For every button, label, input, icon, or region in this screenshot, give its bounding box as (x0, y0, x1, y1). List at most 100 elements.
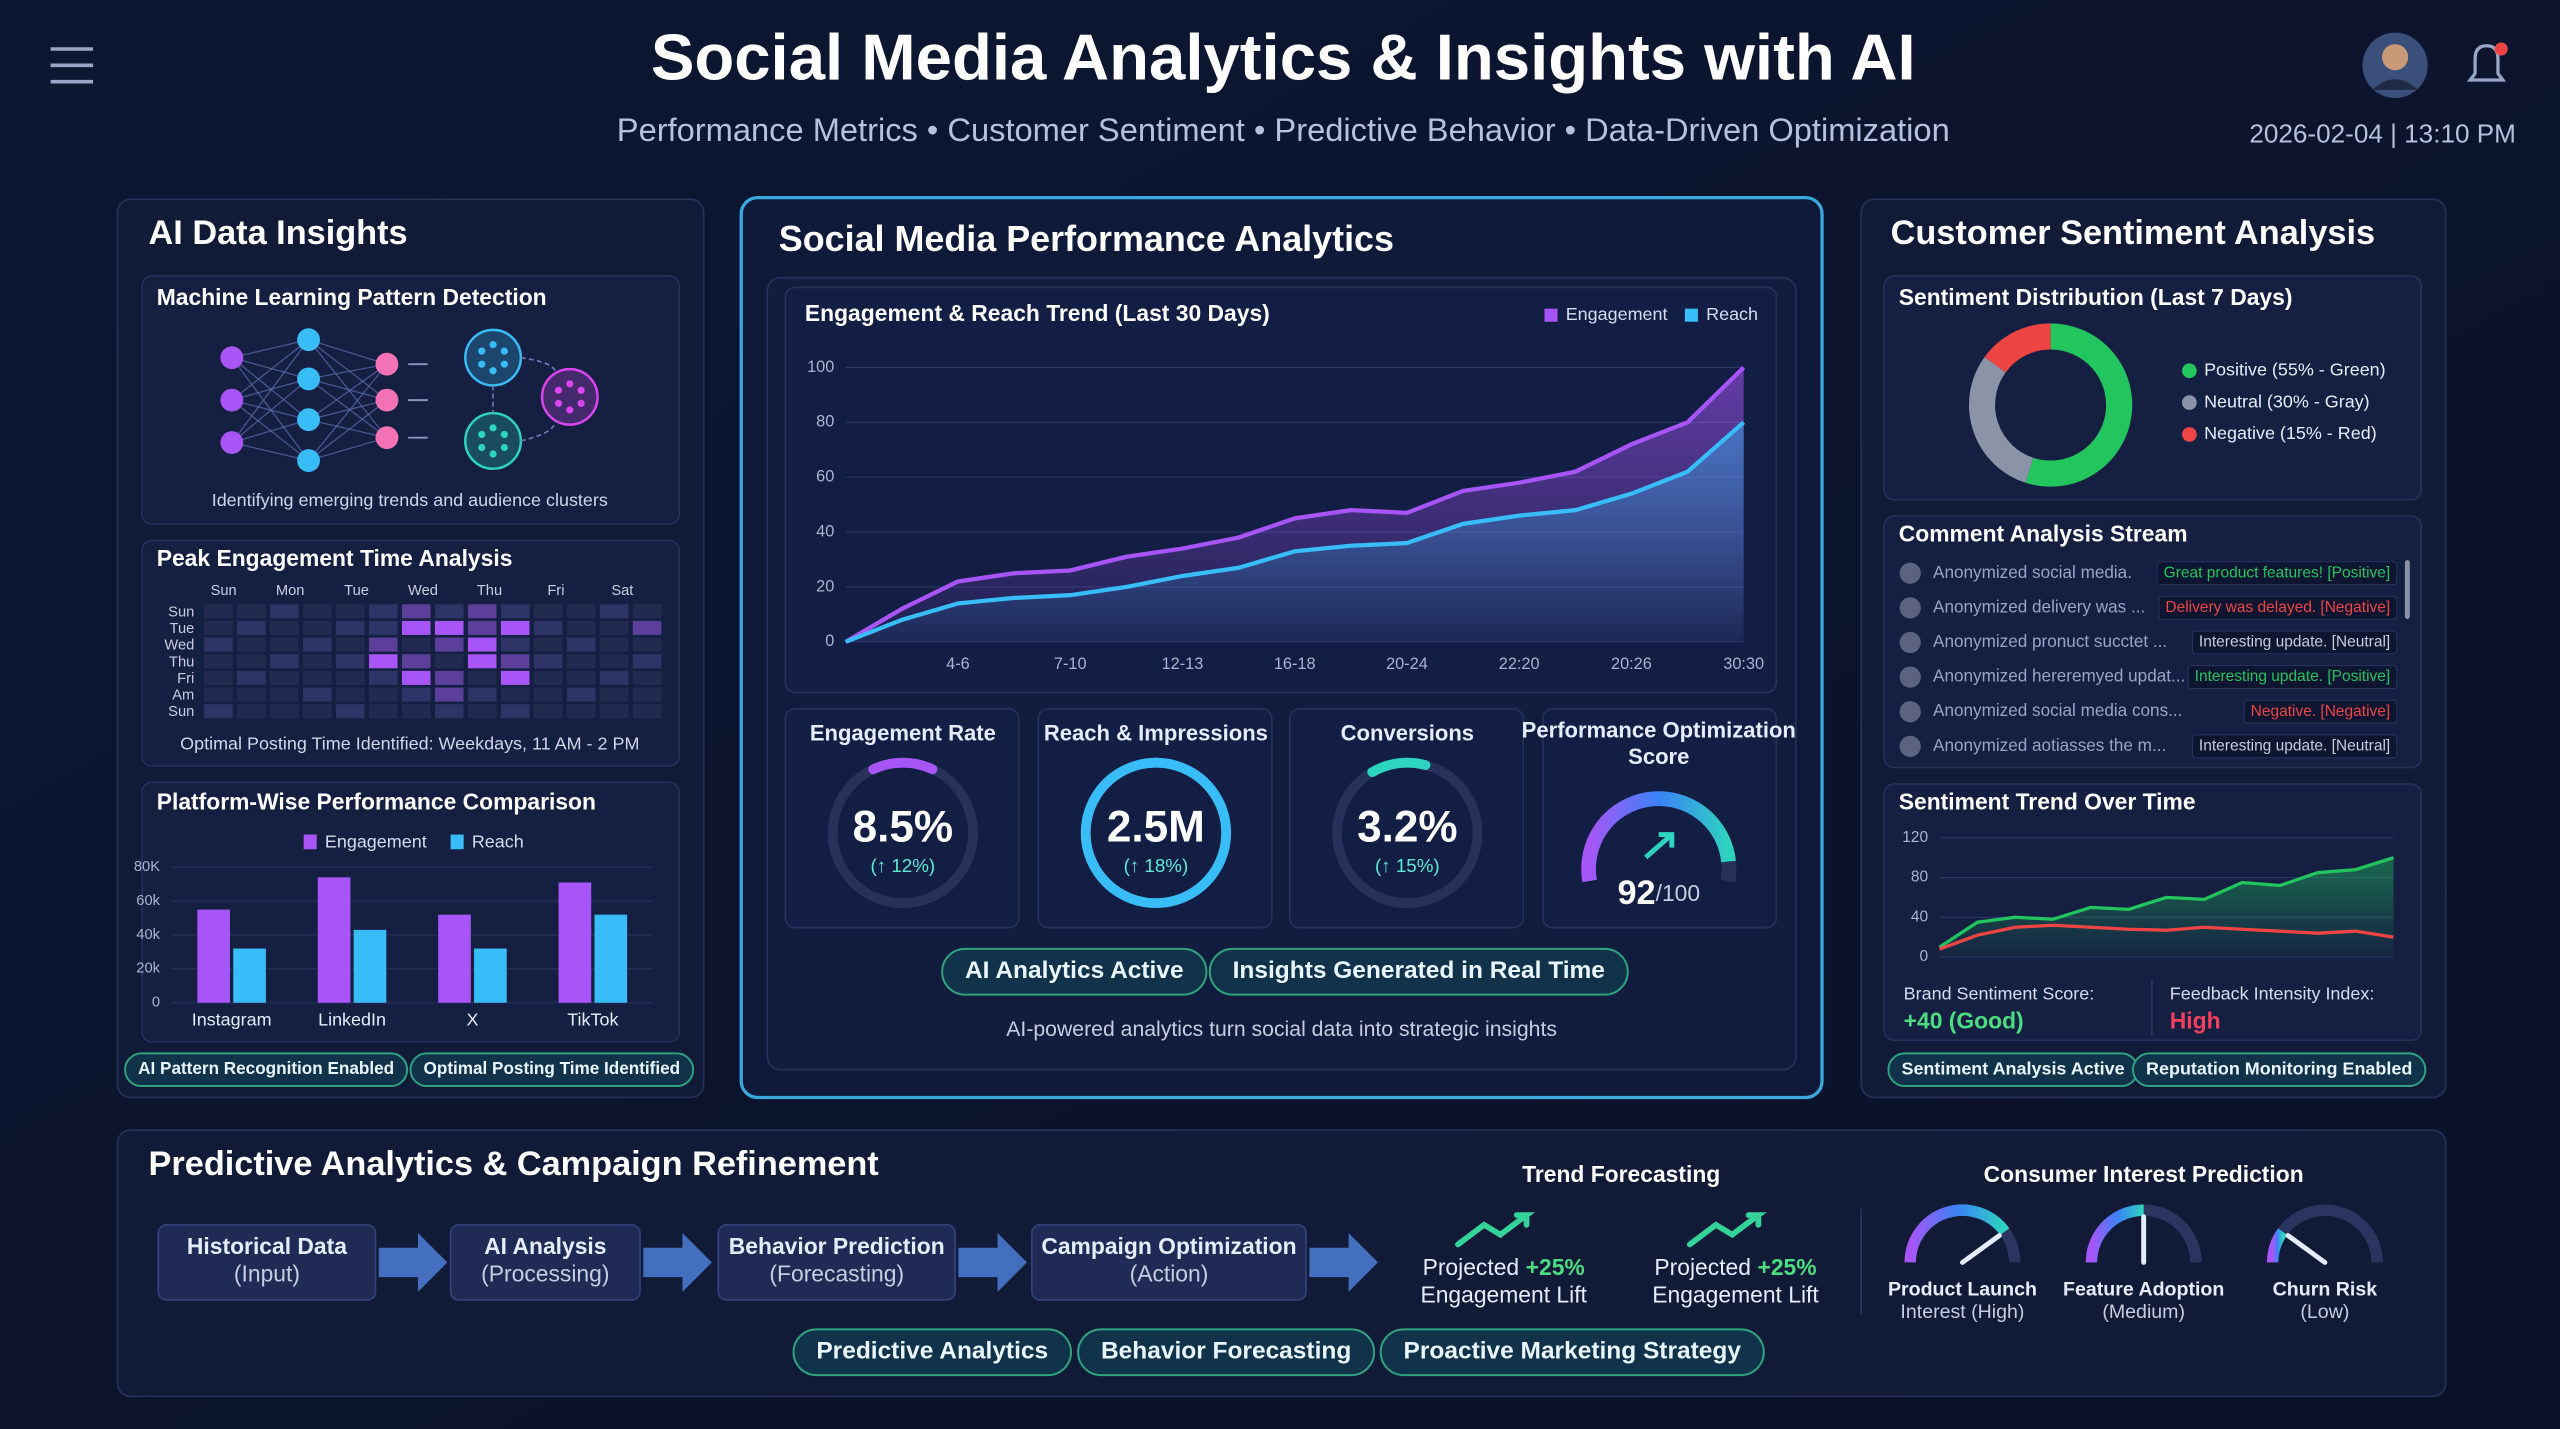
legend-swatch (1684, 308, 1698, 322)
y-tick-label: 60 (816, 468, 834, 486)
gauge-label: Feature Adoption (2063, 1278, 2224, 1300)
kpi-change: (↑ 12%) (871, 855, 936, 876)
heat-cell (237, 620, 266, 635)
card-caption: Optimal Posting Time Identified: Weekday… (180, 733, 639, 753)
network-edge (308, 399, 388, 462)
heat-cell (599, 604, 629, 619)
heat-cell (303, 670, 332, 685)
heat-cell (368, 654, 398, 669)
cluster-dot (577, 399, 585, 407)
notification-bell[interactable] (2466, 42, 2508, 82)
menu-icon[interactable] (50, 47, 94, 84)
gauge-needle (1960, 1233, 2002, 1265)
kpi-ring-accent (868, 757, 938, 775)
comment-tag: Interesting update. [Neutral] (2199, 634, 2390, 651)
heat-cell (632, 704, 662, 719)
heat-cell (401, 670, 431, 685)
heat-cell (566, 637, 596, 652)
card-title: Sentiment Trend Over Time (1899, 789, 2196, 815)
heat-cell (467, 637, 497, 652)
comment-text: Anonymized hereremyed updat... (1933, 666, 2185, 686)
heat-cell (632, 637, 662, 652)
heat-cell (533, 687, 563, 702)
badge: Insights Generated in Real Time (1208, 947, 1629, 996)
bar (353, 929, 387, 1003)
heat-cell (237, 704, 266, 719)
badge: Optimal Posting Time Identified (409, 1052, 695, 1088)
forecast-sub: Engagement Lift (1420, 1282, 1587, 1308)
panel-title: Customer Sentiment Analysis (1891, 214, 2375, 252)
comment-tag-bg (2187, 665, 2398, 690)
comment-avatar (1899, 701, 1921, 723)
heat-cell (467, 687, 497, 702)
bar (558, 882, 592, 1003)
heat-cell (599, 637, 629, 652)
heat-cell (533, 654, 563, 669)
y-tick-label: 80 (816, 413, 834, 431)
step-sub: (Input) (234, 1261, 300, 1287)
page-title: Social Media Analytics & Insights with A… (651, 20, 1916, 93)
kpi-value: 2.5M (1107, 802, 1205, 851)
network-edge (308, 363, 388, 461)
panel-title: Predictive Analytics & Campaign Refineme… (149, 1145, 879, 1183)
heat-cell (303, 654, 332, 669)
line (844, 420, 1746, 644)
heat-cell (533, 604, 563, 619)
legend-swatch (450, 834, 464, 850)
heat-cell (566, 620, 596, 635)
network-edge (231, 378, 309, 444)
step-title: AI Analysis (484, 1233, 606, 1259)
comment-tag-bg (2191, 734, 2398, 759)
cluster-link (492, 356, 556, 442)
bar (438, 914, 471, 1003)
kpi-value: 8.5% (853, 802, 953, 851)
step-sub: (Processing) (481, 1261, 609, 1287)
forecast-text: Projected (1654, 1254, 1751, 1280)
kpi-label: Conversions (1341, 721, 1474, 746)
day-label: Wed (408, 583, 438, 599)
heat-cell (336, 620, 365, 635)
comment-avatar (1899, 597, 1921, 619)
heat-cell (533, 704, 563, 719)
heat-cell (599, 704, 629, 719)
badge: Sentiment Analysis Active (1887, 1052, 2139, 1088)
flow-arrow (378, 1233, 448, 1292)
heat-cell (500, 604, 530, 619)
network-edge (231, 357, 309, 421)
x-tick-label: 30:30 (1723, 655, 1764, 673)
network-edge (308, 378, 388, 401)
comment-tag: Interesting update. [Positive] (2195, 668, 2391, 685)
kpi-value: 3.2% (1357, 802, 1457, 851)
score-number: 92 (1617, 874, 1655, 912)
heat-cell (336, 637, 365, 652)
comment-tag-bg (2156, 561, 2398, 586)
heat-cell (599, 620, 629, 635)
comment-text: Anonymized pronuct succtet ... (1933, 631, 2167, 651)
avatar[interactable] (2362, 32, 2428, 98)
cluster-dot (554, 386, 563, 394)
network-node (375, 426, 399, 450)
badge-bg (1077, 1328, 1376, 1377)
step-sub: (Action) (1130, 1261, 1209, 1287)
heat-cell (500, 670, 530, 685)
forecast-line: Projected +25% (1654, 1254, 1816, 1280)
y-tick-label: 0 (152, 995, 160, 1011)
x-tick-label: 16-18 (1274, 655, 1316, 673)
row-label: Sun (168, 704, 194, 720)
gauge-value (1904, 1204, 2010, 1263)
heat-cell (599, 670, 629, 685)
heat-cell (368, 637, 398, 652)
heat-cell (632, 604, 662, 619)
heat-cell (368, 604, 398, 619)
heat-cell (566, 704, 596, 719)
badge: AI Analytics Active (941, 947, 1208, 996)
heat-cell (467, 620, 497, 635)
forecast-value: +25% (1758, 1254, 1817, 1280)
y-tick-label: 80 (1911, 869, 1929, 886)
heat-cell (500, 687, 530, 702)
comment-avatar (1899, 735, 1921, 757)
row-label: Wed (164, 638, 194, 654)
heat-cell (368, 670, 398, 685)
network-edge (308, 378, 388, 439)
forecast-text: Projected (1423, 1254, 1520, 1280)
